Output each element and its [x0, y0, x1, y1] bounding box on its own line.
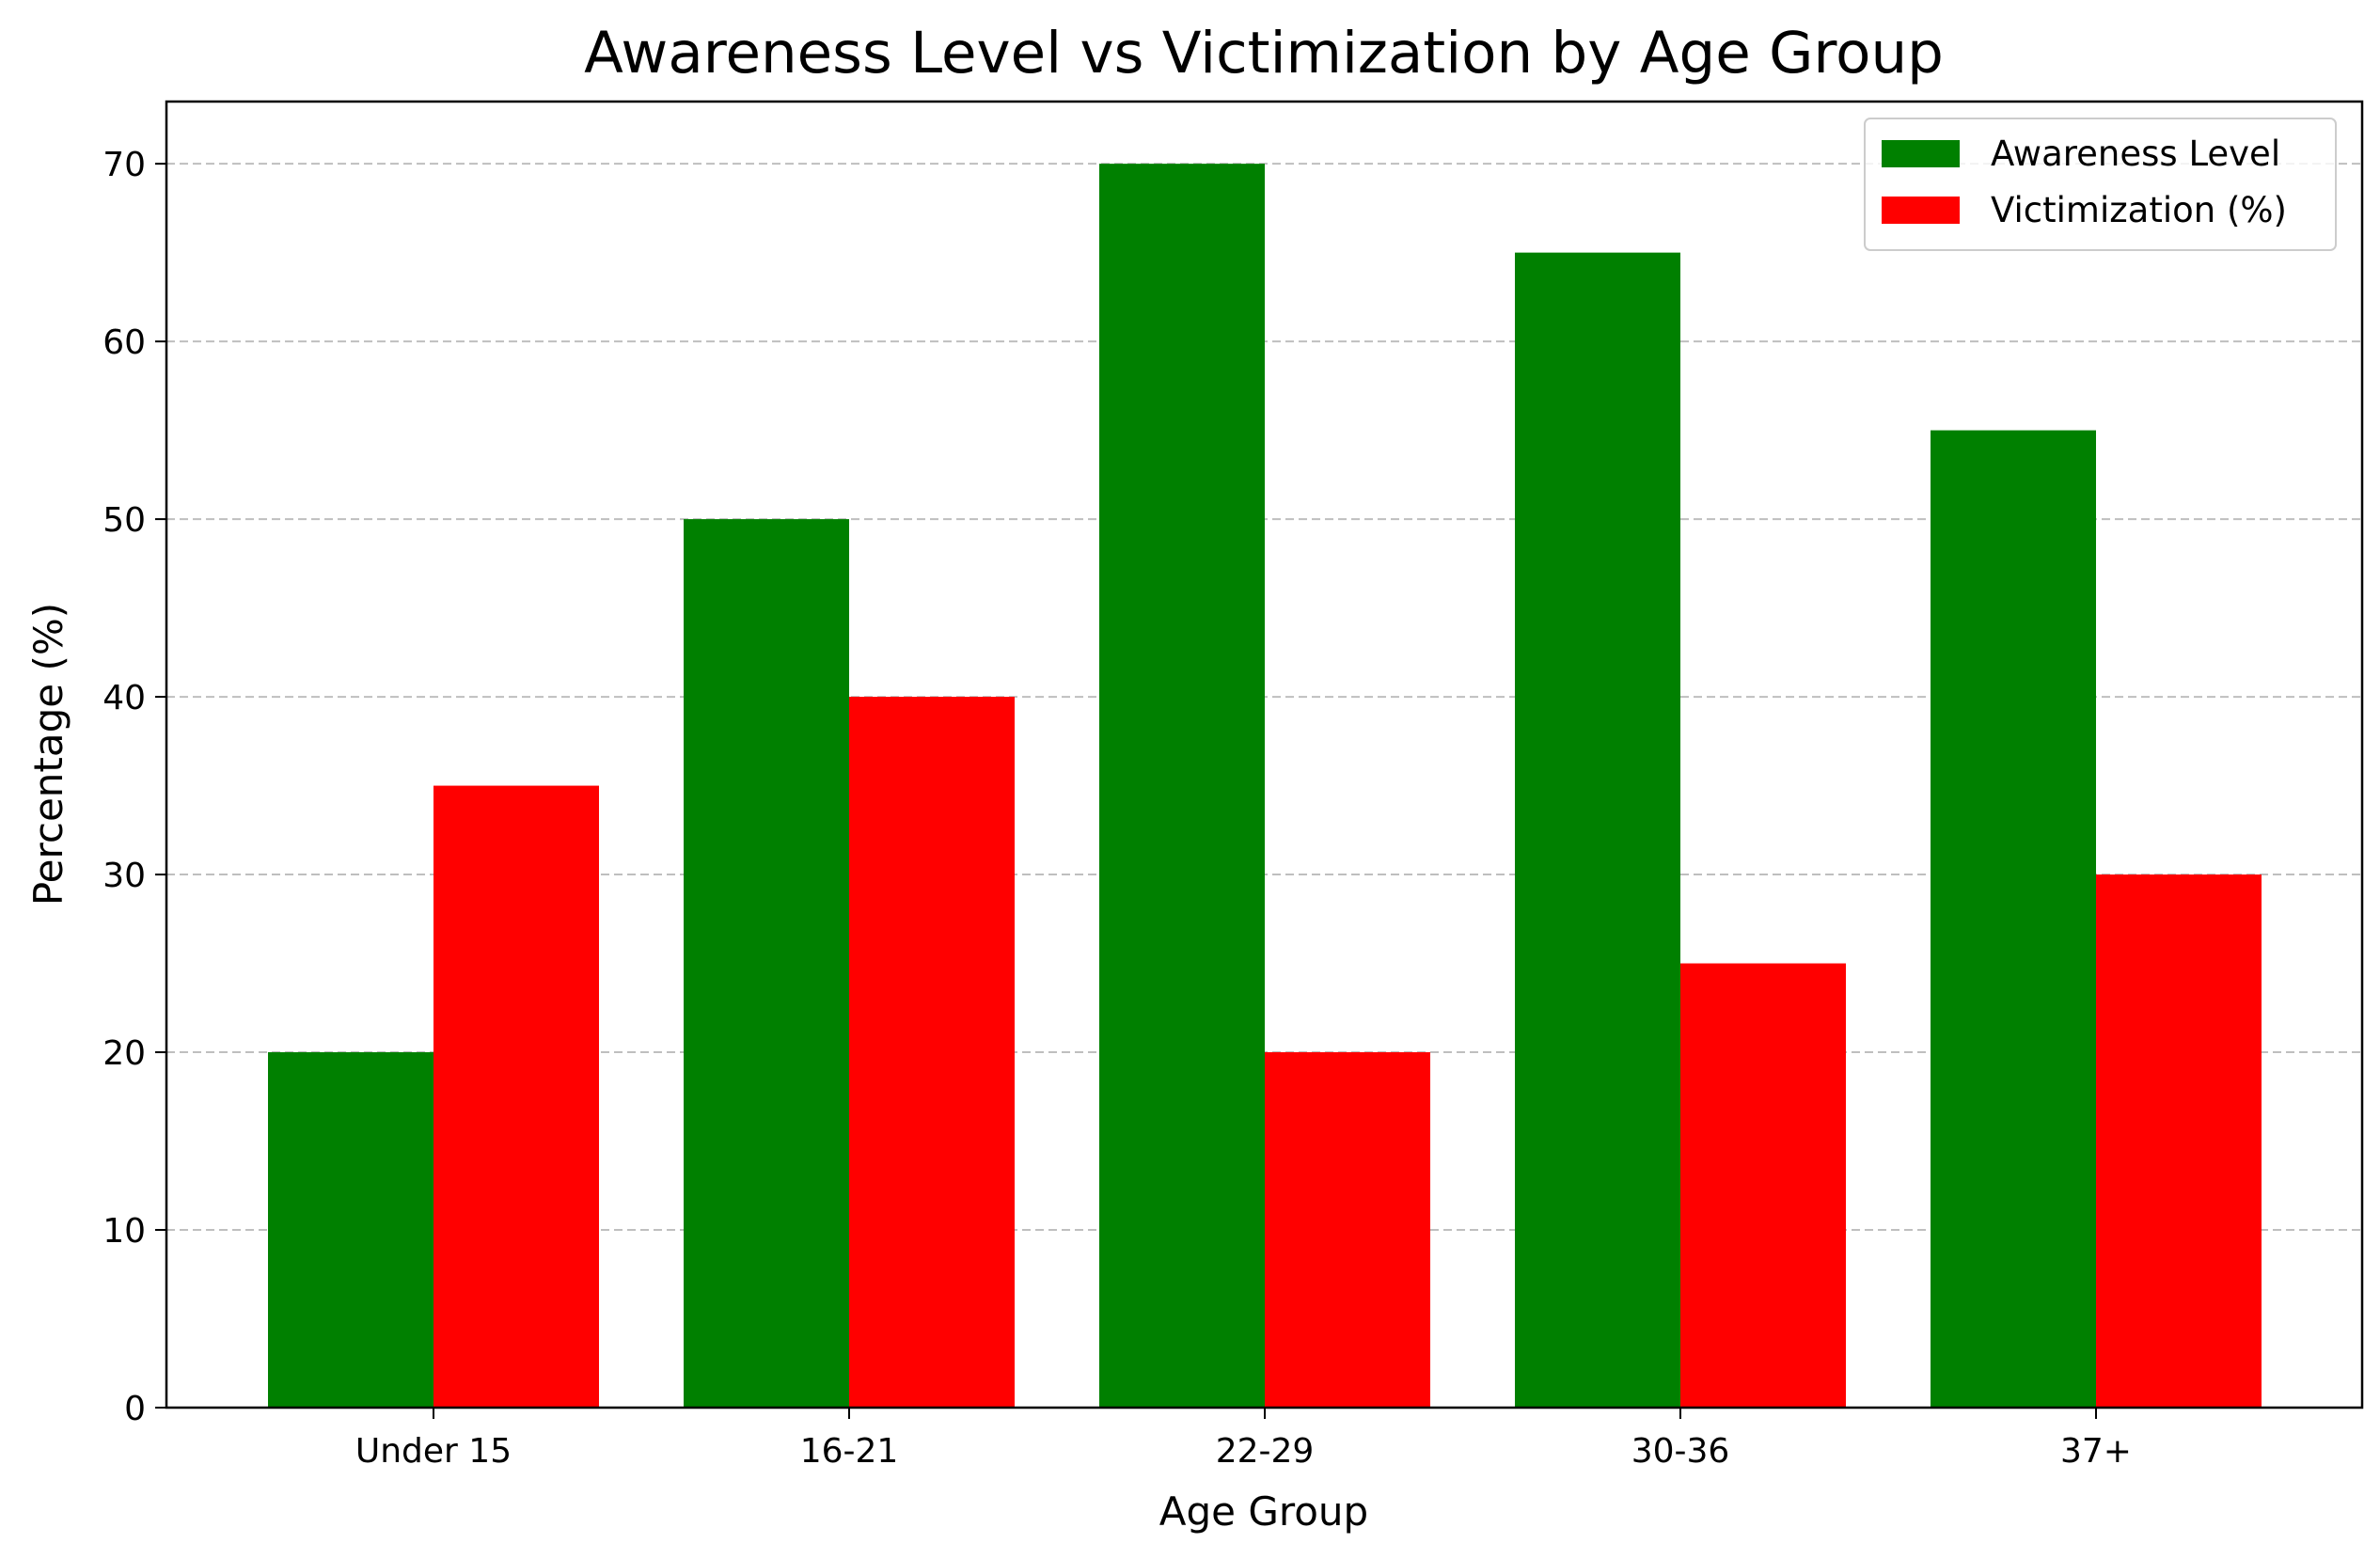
- y-axis-label: Percentage (%): [25, 603, 71, 905]
- bar-awareness-0: [268, 1052, 433, 1408]
- y-tick-label-6: 60: [102, 323, 146, 362]
- y-tick-label-1: 10: [102, 1212, 146, 1251]
- y-tick-label-5: 50: [102, 501, 146, 540]
- y-axis-ticks: 0 10 20 30 40 50 60 70: [102, 146, 166, 1428]
- y-tick-label-3: 30: [102, 857, 146, 895]
- legend-swatch-victimization: [1882, 197, 1960, 224]
- x-tick-label-2: 22-29: [1216, 1432, 1315, 1471]
- x-tick-label-1: 16-21: [800, 1432, 899, 1471]
- x-axis-ticks: Under 15 16-21 22-29 30-36 37+: [355, 1408, 2132, 1471]
- y-tick-label-0: 0: [124, 1390, 146, 1428]
- chart-title: Awareness Level vs Victimization by Age …: [584, 20, 1944, 87]
- y-tick-label-7: 70: [102, 146, 146, 184]
- bar-victimization-2: [1265, 1052, 1430, 1408]
- legend-frame: [1864, 118, 2337, 251]
- bar-victimization-3: [1680, 963, 1846, 1408]
- legend-label-awareness: Awareness Level: [1991, 134, 2280, 174]
- x-tick-label-0: Under 15: [355, 1432, 512, 1471]
- bar-awareness-4: [1931, 430, 2096, 1408]
- y-tick-label-2: 20: [102, 1034, 146, 1073]
- bar-awareness-1: [684, 519, 849, 1408]
- bar-victimization-0: [433, 785, 599, 1408]
- bar-awareness-3: [1515, 252, 1680, 1408]
- legend: Awareness Level Victimization (%): [1864, 118, 2337, 251]
- legend-label-victimization: Victimization (%): [1991, 190, 2287, 230]
- bars: [268, 164, 2262, 1409]
- bar-victimization-4: [2096, 874, 2262, 1408]
- legend-swatch-awareness: [1882, 140, 1960, 167]
- x-tick-label-4: 37+: [2060, 1432, 2132, 1471]
- x-tick-label-3: 30-36: [1631, 1432, 1730, 1471]
- bar-victimization-1: [849, 697, 1015, 1408]
- bar-awareness-2: [1099, 164, 1265, 1409]
- y-tick-label-4: 40: [102, 679, 146, 717]
- x-axis-label: Age Group: [1159, 1488, 1368, 1535]
